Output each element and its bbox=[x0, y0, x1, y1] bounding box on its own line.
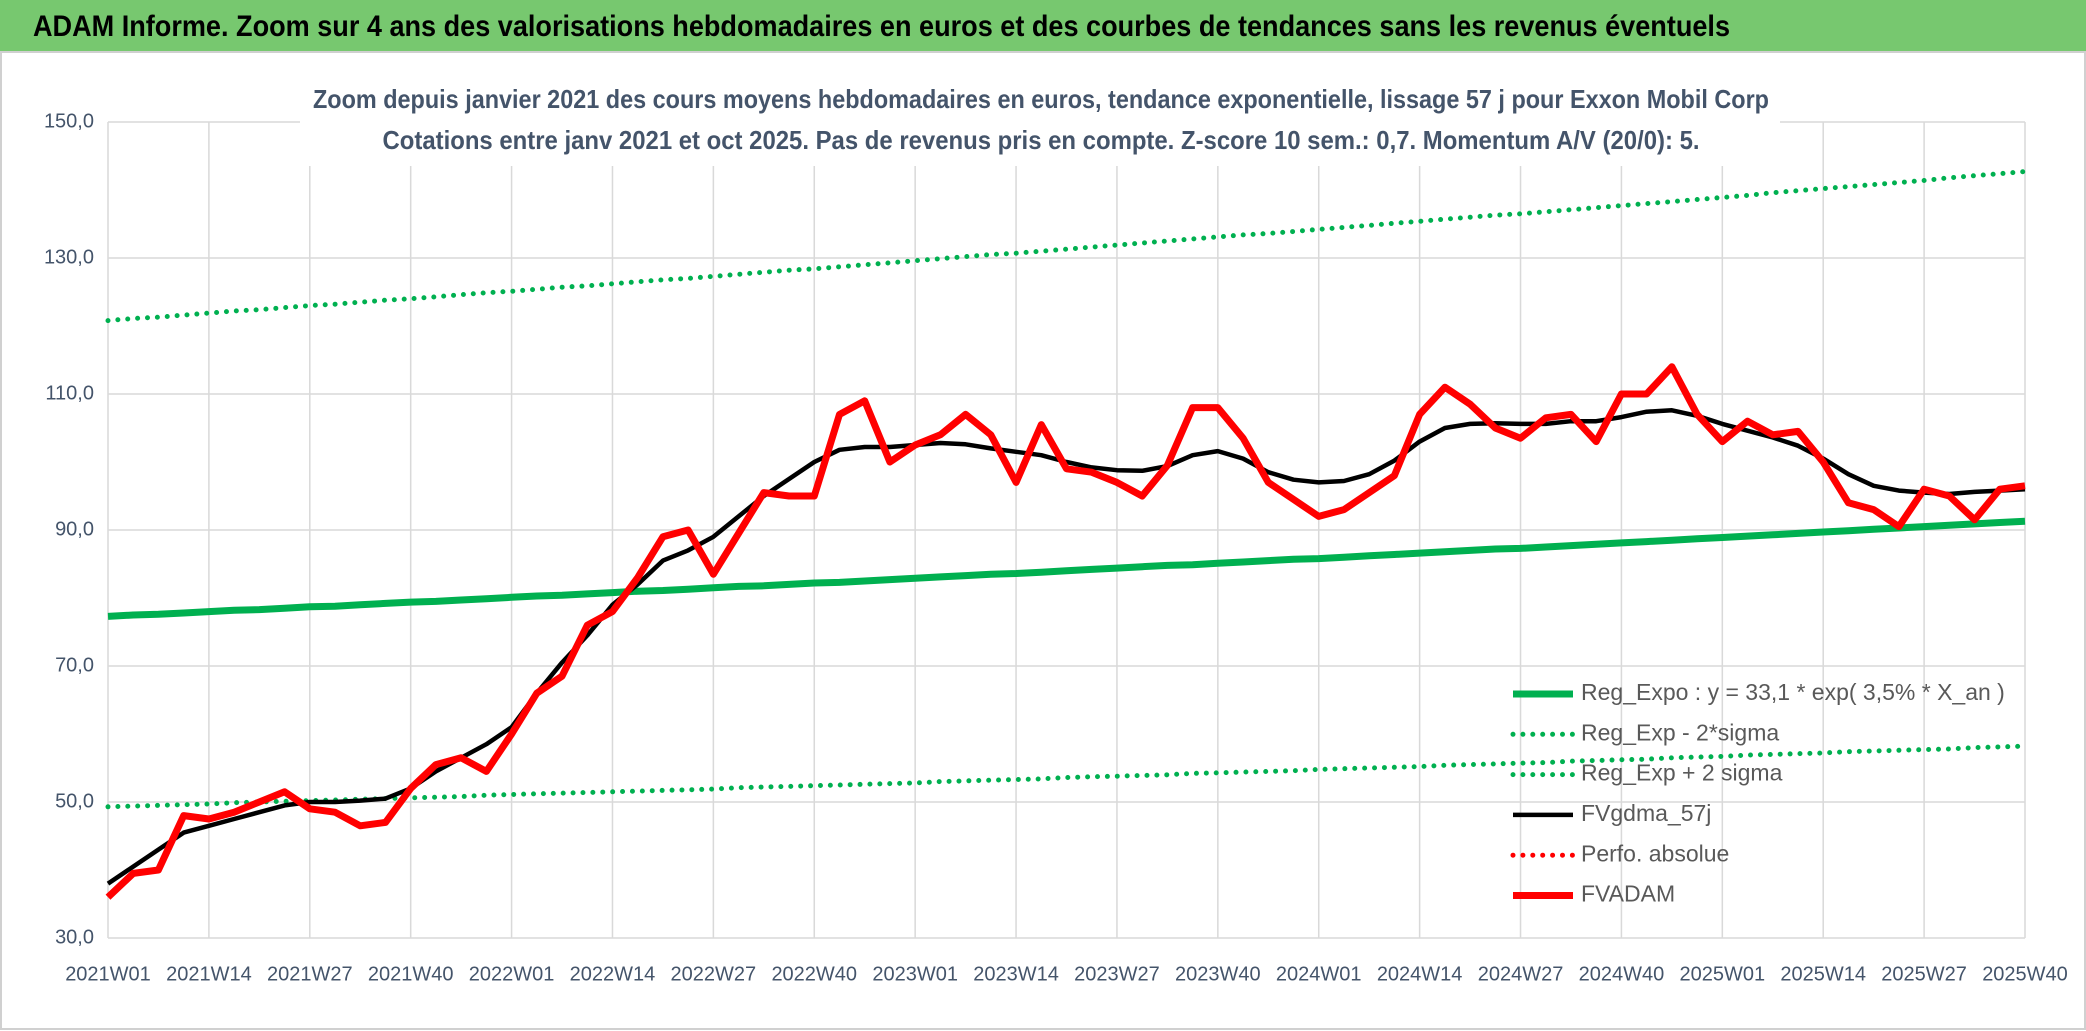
chart-frame bbox=[0, 51, 2086, 1030]
x-tick-label: 2025W01 bbox=[1680, 963, 1766, 985]
x-tick-label: 2022W40 bbox=[771, 963, 857, 985]
x-tick-label: 2023W27 bbox=[1074, 963, 1160, 985]
x-tick-label: 2021W14 bbox=[166, 963, 252, 985]
x-tick-label: 2025W27 bbox=[1881, 963, 1967, 985]
title-background bbox=[300, 80, 1780, 166]
x-tick-label: 2025W40 bbox=[1982, 963, 2068, 985]
chart-subtitle: Cotations entre janv 2021 et oct 2025. P… bbox=[383, 125, 1700, 155]
legend-label: Reg_Expo : y = 33,1 * exp( 3,5% * X_an ) bbox=[1581, 679, 2005, 705]
legend-label: FVADAM bbox=[1581, 881, 1675, 907]
plot bbox=[105, 169, 2028, 900]
x-tick-label: 2022W14 bbox=[570, 963, 656, 985]
x-tick-label: 2021W01 bbox=[65, 963, 151, 985]
series-line bbox=[105, 743, 2028, 810]
series-line bbox=[105, 169, 2028, 324]
chart-title: Zoom depuis janvier 2021 des cours moyen… bbox=[313, 84, 1769, 114]
x-tick-label: 2022W27 bbox=[671, 963, 757, 985]
header-title: ADAM Informe. Zoom sur 4 ans des valoris… bbox=[33, 10, 1730, 43]
y-tick-label: 130,0 bbox=[44, 246, 94, 268]
x-tick-label: 2024W01 bbox=[1276, 963, 1362, 985]
y-tick-label: 50,0 bbox=[55, 790, 94, 812]
legend-label: Reg_Exp + 2 sigma bbox=[1581, 760, 1783, 786]
legend-label: FVgdma_57j bbox=[1581, 800, 1711, 826]
legend-label: Perfo. absolue bbox=[1581, 840, 1729, 866]
y-tick-label: 110,0 bbox=[45, 382, 94, 404]
x-tick-label: 2022W01 bbox=[469, 963, 555, 985]
series-line bbox=[105, 363, 2026, 900]
x-tick-label: 2024W27 bbox=[1478, 963, 1564, 985]
y-tick-label: 150,0 bbox=[44, 110, 94, 132]
x-tick-label: 2023W14 bbox=[973, 963, 1059, 985]
y-tick-label: 70,0 bbox=[55, 654, 94, 676]
x-tick-label: 2023W40 bbox=[1175, 963, 1261, 985]
legend-label: Reg_Exp - 2*sigma bbox=[1581, 719, 1779, 745]
x-tick-label: 2023W01 bbox=[872, 963, 958, 985]
y-tick-label: 30,0 bbox=[55, 926, 94, 948]
x-tick-label: 2021W40 bbox=[368, 963, 454, 985]
x-tick-label: 2024W40 bbox=[1579, 963, 1665, 985]
x-tick-label: 2021W27 bbox=[267, 963, 353, 985]
x-tick-label: 2024W14 bbox=[1377, 963, 1463, 985]
y-tick-label: 90,0 bbox=[55, 518, 94, 540]
legend: Reg_Expo : y = 33,1 * exp( 3,5% * X_an )… bbox=[1510, 679, 2005, 907]
header-bar bbox=[0, 0, 2086, 52]
x-tick-label: 2025W14 bbox=[1780, 963, 1866, 985]
series-line bbox=[107, 517, 2026, 620]
